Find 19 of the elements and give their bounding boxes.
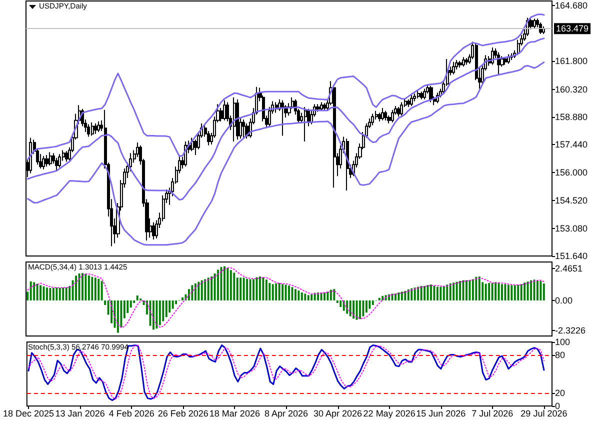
y-tick-label: 2.4651 (555, 263, 583, 274)
x-tick-label: 22 May 2026 (363, 408, 416, 418)
x-tick-label: 15 Jun 2026 (416, 408, 466, 418)
y-tick-label: 0 (555, 401, 560, 411)
x-tick-label: 4 Feb 2026 (108, 408, 154, 418)
x-tick-label: 26 Feb 2026 (158, 408, 208, 418)
y-tick-label: 20 (555, 388, 566, 398)
y-tick-label: -2.3226 (555, 326, 586, 336)
x-tick-label: 7 Jul 2026 (472, 408, 514, 418)
x-tick-label: 18 Dec 2025 (2, 408, 54, 418)
y-tick-label: 0.00 (555, 295, 573, 306)
y-tick-label: 80 (555, 350, 566, 360)
x-tick-label: 30 Apr 2026 (314, 408, 362, 418)
x-tick-label: 13 Jan 2026 (55, 408, 105, 418)
x-tick-label: 18 Mar 2026 (209, 408, 260, 418)
y-tick-label: 100 (555, 337, 570, 347)
x-tick-label: 8 Apr 2026 (264, 408, 308, 418)
x-tick-label: 29 Jul 2026 (520, 408, 568, 418)
candlestick (29, 137, 32, 174)
